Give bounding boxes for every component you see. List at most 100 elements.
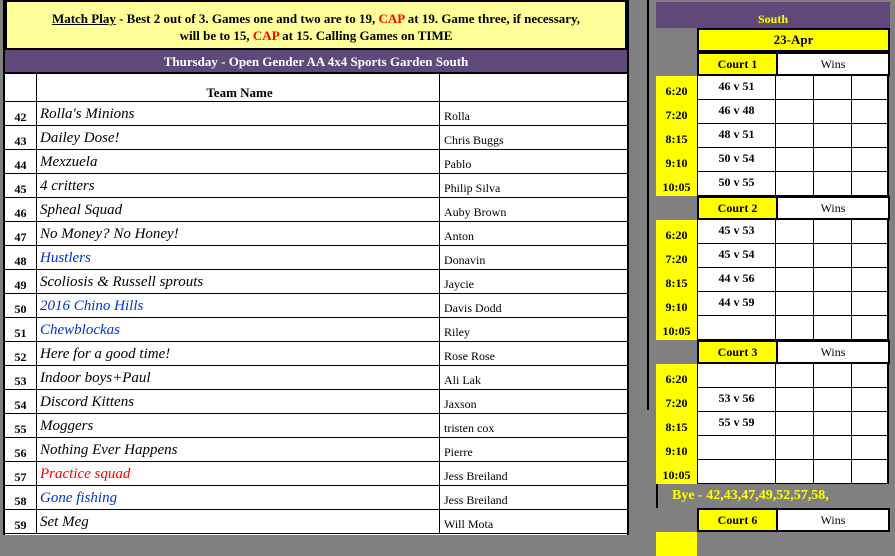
win-cell[interactable]: [852, 148, 889, 172]
captain-name[interactable]: Jess Breiland: [444, 469, 508, 483]
win-cell[interactable]: [814, 436, 852, 460]
table-row[interactable]: 51 Chewblockas Riley: [5, 318, 627, 342]
table-row[interactable]: 43 Dailey Dose! Chris Buggs: [5, 126, 627, 150]
win-cell[interactable]: [852, 76, 889, 100]
win-cell[interactable]: [852, 292, 889, 316]
win-cell[interactable]: [814, 244, 852, 268]
team-name[interactable]: Scoliosis & Russell sprouts: [37, 270, 440, 293]
table-row[interactable]: 54 Discord Kittens Jaxson: [5, 390, 627, 414]
win-cell[interactable]: [852, 460, 889, 484]
team-name[interactable]: No Money? No Honey!: [37, 222, 440, 245]
win-cell[interactable]: [852, 100, 889, 124]
win-cell[interactable]: [814, 316, 852, 340]
matchup[interactable]: 53 v 56: [697, 388, 776, 412]
captain-name[interactable]: Pablo: [444, 157, 472, 171]
table-row[interactable]: 49 Scoliosis & Russell sprouts Jaycie: [5, 270, 627, 294]
table-row[interactable]: 53 Indoor boys+Paul Ali Lak: [5, 366, 627, 390]
captain-name[interactable]: Donavin: [444, 253, 486, 267]
win-cell[interactable]: [852, 316, 889, 340]
win-cell[interactable]: [776, 220, 814, 244]
captain-name[interactable]: Rose Rose: [444, 349, 495, 363]
team-name[interactable]: Here for a good time!: [37, 342, 440, 365]
win-cell[interactable]: [814, 388, 852, 412]
win-cell[interactable]: [852, 268, 889, 292]
win-cell[interactable]: [776, 100, 814, 124]
matchup[interactable]: 50 v 55: [697, 172, 776, 196]
team-name[interactable]: Nothing Ever Happens: [37, 438, 440, 461]
table-row[interactable]: 50 2016 Chino Hills Davis Dodd: [5, 294, 627, 318]
matchup[interactable]: 46 v 51: [697, 76, 776, 100]
team-name[interactable]: 4 critters: [37, 174, 440, 197]
team-name[interactable]: Spheal Squad: [37, 198, 440, 221]
win-cell[interactable]: [852, 388, 889, 412]
captain-name[interactable]: Chris Buggs: [444, 133, 504, 147]
win-cell[interactable]: [776, 316, 814, 340]
matchup[interactable]: 44 v 59: [697, 292, 776, 316]
win-cell[interactable]: [814, 460, 852, 484]
win-cell[interactable]: [852, 124, 889, 148]
team-name[interactable]: Set Meg: [37, 510, 440, 533]
win-cell[interactable]: [814, 124, 852, 148]
matchup[interactable]: [697, 460, 776, 484]
table-row[interactable]: 55 Moggers tristen cox: [5, 414, 627, 438]
team-name[interactable]: Moggers: [37, 414, 440, 437]
captain-name[interactable]: Rolla: [444, 109, 470, 123]
win-cell[interactable]: [776, 364, 814, 388]
win-cell[interactable]: [776, 124, 814, 148]
table-row[interactable]: 42 Rolla's Minions Rolla: [5, 102, 627, 126]
team-name[interactable]: Dailey Dose!: [37, 126, 440, 149]
win-cell[interactable]: [776, 388, 814, 412]
team-name[interactable]: Mexzuela: [37, 150, 440, 173]
table-row[interactable]: 44 Mexzuela Pablo: [5, 150, 627, 174]
table-row[interactable]: 56 Nothing Ever Happens Pierre: [5, 438, 627, 462]
win-cell[interactable]: [814, 364, 852, 388]
table-row[interactable]: 58 Gone fishing Jess Breiland: [5, 486, 627, 510]
win-cell[interactable]: [814, 172, 852, 196]
win-cell[interactable]: [776, 76, 814, 100]
matchup[interactable]: 55 v 59: [697, 412, 776, 436]
table-row[interactable]: 57 Practice squad Jess Breiland: [5, 462, 627, 486]
win-cell[interactable]: [814, 292, 852, 316]
table-row[interactable]: 47 No Money? No Honey! Anton: [5, 222, 627, 246]
win-cell[interactable]: [852, 244, 889, 268]
matchup[interactable]: 48 v 51: [697, 124, 776, 148]
matchup[interactable]: 44 v 56: [697, 268, 776, 292]
table-row[interactable]: 48 Hustlers Donavin: [5, 246, 627, 270]
matchup[interactable]: [697, 364, 776, 388]
win-cell[interactable]: [814, 412, 852, 436]
team-name[interactable]: Rolla's Minions: [37, 102, 440, 125]
team-name[interactable]: 2016 Chino Hills: [37, 294, 440, 317]
captain-name[interactable]: Jess Breiland: [444, 493, 508, 507]
table-row[interactable]: 52 Here for a good time! Rose Rose: [5, 342, 627, 366]
win-cell[interactable]: [852, 172, 889, 196]
captain-name[interactable]: Pierre: [444, 445, 473, 459]
team-name[interactable]: Discord Kittens: [37, 390, 440, 413]
win-cell[interactable]: [776, 268, 814, 292]
win-cell[interactable]: [814, 148, 852, 172]
team-name[interactable]: Practice squad: [37, 462, 440, 485]
win-cell[interactable]: [852, 412, 889, 436]
win-cell[interactable]: [852, 436, 889, 460]
team-name[interactable]: Hustlers: [37, 246, 440, 269]
matchup[interactable]: 45 v 54: [697, 244, 776, 268]
win-cell[interactable]: [852, 364, 889, 388]
matchup[interactable]: 46 v 48: [697, 100, 776, 124]
win-cell[interactable]: [776, 148, 814, 172]
win-cell[interactable]: [776, 172, 814, 196]
captain-name[interactable]: Davis Dodd: [444, 301, 502, 315]
captain-name[interactable]: Jaxson: [444, 397, 477, 411]
win-cell[interactable]: [776, 244, 814, 268]
captain-name[interactable]: Jaycie: [444, 277, 474, 291]
matchup[interactable]: 45 v 53: [697, 220, 776, 244]
win-cell[interactable]: [776, 292, 814, 316]
table-row[interactable]: 45 4 critters Philip Silva: [5, 174, 627, 198]
captain-name[interactable]: Anton: [444, 229, 474, 243]
captain-name[interactable]: Philip Silva: [444, 181, 501, 195]
matchup[interactable]: [697, 316, 776, 340]
table-row[interactable]: 59 Set Meg Will Mota: [5, 510, 627, 534]
captain-name[interactable]: Will Mota: [444, 517, 494, 531]
captain-name[interactable]: Ali Lak: [444, 373, 481, 387]
team-name[interactable]: Chewblockas: [37, 318, 440, 341]
matchup[interactable]: 50 v 54: [697, 148, 776, 172]
matchup[interactable]: [697, 436, 776, 460]
